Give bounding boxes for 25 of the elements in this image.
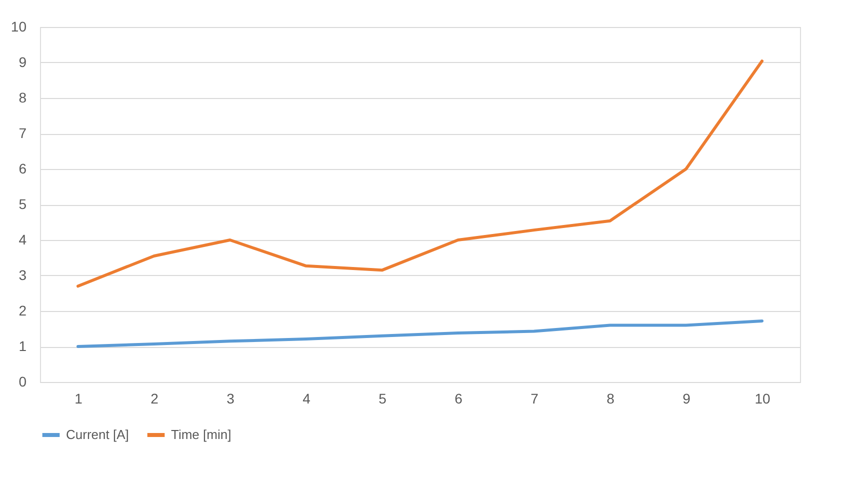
y-tick-label: 10 — [10, 18, 27, 34]
x-tick-label: 10 — [754, 390, 770, 406]
legend-label: Time [min] — [171, 427, 232, 442]
y-tick-label: 1 — [18, 338, 27, 354]
y-tick-label: 5 — [18, 196, 27, 212]
y-tick-label: 7 — [18, 125, 27, 141]
x-tick-label: 2 — [150, 390, 159, 406]
x-tick-label: 7 — [530, 390, 539, 406]
line-series — [76, 319, 764, 348]
y-tick-label: 9 — [18, 54, 27, 70]
x-tick-label: 1 — [74, 390, 83, 406]
x-tick-label: 5 — [378, 390, 387, 406]
x-tick-label: 4 — [302, 390, 311, 406]
y-tick-label: 8 — [18, 90, 27, 106]
legend-label: Current [A] — [66, 427, 129, 442]
y-tick-label: 2 — [18, 302, 27, 318]
x-tick-label: 6 — [454, 390, 463, 406]
y-tick-label: 0 — [18, 374, 27, 390]
x-tick-label: 9 — [682, 390, 691, 406]
x-tick-label: 8 — [606, 390, 615, 406]
x-tick-label: 3 — [226, 390, 235, 406]
y-tick-label: 6 — [18, 160, 27, 176]
y-tick-label: 3 — [18, 267, 27, 283]
line-series — [76, 60, 764, 288]
y-tick-label: 4 — [18, 232, 27, 248]
